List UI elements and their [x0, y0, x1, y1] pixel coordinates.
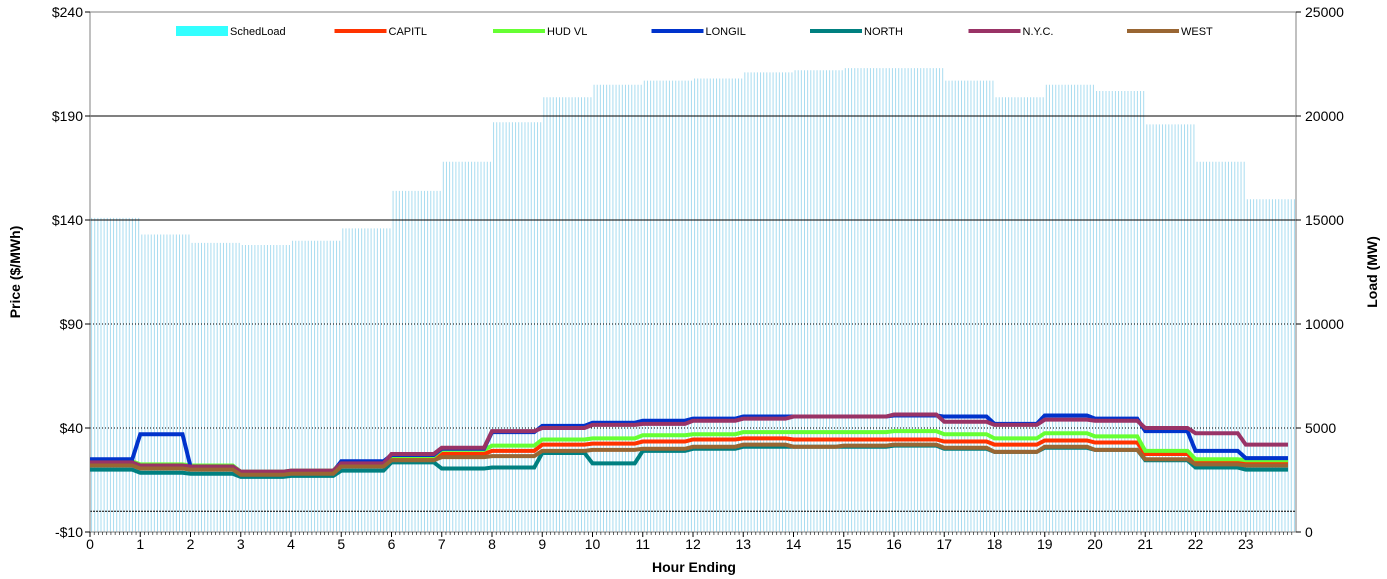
x-tick-label: 1 — [136, 536, 144, 552]
load-bar-hour-7 — [392, 190, 441, 532]
x-tick-label: 8 — [488, 536, 496, 552]
legend-label: WEST — [1181, 26, 1213, 38]
series-line-capitl — [90, 436, 1288, 475]
y-axis-left-title: Price ($/MWh) — [7, 226, 23, 319]
x-tick-label: 23 — [1238, 536, 1254, 552]
load-bar-hour-18 — [945, 80, 994, 532]
x-tick-label: 0 — [86, 536, 94, 552]
x-tick-label: 19 — [1037, 536, 1053, 552]
load-bar-hour-24 — [1246, 199, 1295, 532]
legend-item-north: NORTH — [810, 26, 903, 38]
x-tick-label: 17 — [936, 536, 952, 552]
load-bar-hour-6 — [342, 228, 391, 532]
y-right-tick-label: 15000 — [1305, 212, 1344, 228]
legend-item-capitl: CAPITL — [334, 26, 428, 38]
y-left-tick-label: $240 — [52, 4, 83, 20]
y-right-tick-label: 25000 — [1305, 4, 1344, 20]
load-bar-hour-15 — [794, 70, 843, 532]
load-bar-hour-17 — [895, 68, 944, 532]
x-tick-label: 16 — [886, 536, 902, 552]
x-tick-label: 11 — [635, 536, 650, 552]
x-tick-label: 3 — [237, 536, 245, 552]
y-right-tick-label: 10000 — [1305, 316, 1344, 332]
load-bar-hour-21 — [1096, 91, 1145, 532]
y-axis-right-title: Load (MW) — [1364, 236, 1380, 308]
legend: SchedLoad CAPITL HUD VL LONGIL NORTH N.Y.C. WE… — [176, 26, 1213, 38]
legend-label: SchedLoad — [230, 26, 286, 38]
load-bar-hour-2 — [141, 234, 190, 532]
y-left-tick-label: $140 — [52, 212, 83, 228]
load-bar-hour-1 — [91, 217, 140, 532]
x-tick-label: 10 — [585, 536, 601, 552]
load-bar-hour-8 — [442, 161, 491, 532]
load-bar-hour-3 — [191, 242, 240, 532]
x-tick-label: 22 — [1188, 536, 1204, 552]
x-tick-label: 2 — [187, 536, 195, 552]
x-tick-label: 4 — [287, 536, 295, 552]
y-right-tick-label: 20000 — [1305, 108, 1344, 124]
y-right-tick-label: 5000 — [1305, 420, 1336, 436]
price-series-lines — [90, 412, 1288, 479]
x-tick-label: 9 — [538, 536, 546, 552]
load-bar-hour-11 — [593, 84, 642, 532]
load-bar-hour-12 — [643, 80, 692, 532]
x-tick-label: 5 — [337, 536, 345, 552]
legend-label: CAPITL — [389, 26, 428, 38]
legend-item-longil: LONGIL — [651, 26, 746, 38]
x-axis-title: Hour Ending — [652, 559, 736, 575]
load-bar-hour-20 — [1045, 84, 1094, 532]
load-bar-hour-4 — [241, 244, 290, 532]
x-tick-label: 20 — [1087, 536, 1103, 552]
y-right-tick-label: 0 — [1305, 524, 1313, 540]
x-tick-label: 13 — [735, 536, 751, 552]
load-bar-hour-9 — [493, 122, 542, 532]
x-tick-label: 6 — [388, 536, 396, 552]
legend-label: HUD VL — [547, 26, 587, 38]
legend-label: NORTH — [864, 26, 903, 38]
y-left-tick-label: $40 — [60, 420, 84, 436]
legend-item-schedload: SchedLoad — [176, 26, 286, 38]
legend-item-nyc: N.Y.C. — [968, 26, 1054, 38]
x-tick-label: 14 — [786, 536, 802, 552]
legend-label: LONGIL — [706, 26, 746, 38]
x-tick-label: 15 — [836, 536, 852, 552]
x-tick-label: 7 — [438, 536, 446, 552]
load-bar-hour-16 — [844, 68, 893, 532]
legend-item-west: WEST — [1127, 26, 1213, 38]
load-bar-hour-14 — [744, 72, 793, 532]
load-bar-hour-10 — [543, 97, 592, 532]
load-bar-hour-19 — [995, 97, 1044, 532]
load-bar-hour-13 — [694, 78, 743, 532]
load-bars-group — [91, 68, 1295, 532]
load-bar-hour-5 — [292, 240, 341, 532]
x-tick-label: 21 — [1137, 536, 1153, 552]
load-bar-hour-22 — [1146, 124, 1195, 532]
x-tick-label: 12 — [685, 536, 701, 552]
y-left-tick-label: $90 — [60, 316, 84, 332]
series-line-nyc — [90, 412, 1288, 474]
legend-label: N.Y.C. — [1023, 26, 1054, 38]
load-bar-hour-23 — [1196, 161, 1245, 532]
y-left-tick-label: $190 — [52, 108, 83, 124]
y-left-tick-label: -$10 — [55, 524, 83, 540]
series-line-west — [90, 442, 1288, 477]
legend-item-hudvl: HUD VL — [493, 26, 587, 38]
x-tick-label: 18 — [987, 536, 1003, 552]
axes: -$10$40$90$140$190$240050001000015000200… — [52, 4, 1344, 552]
